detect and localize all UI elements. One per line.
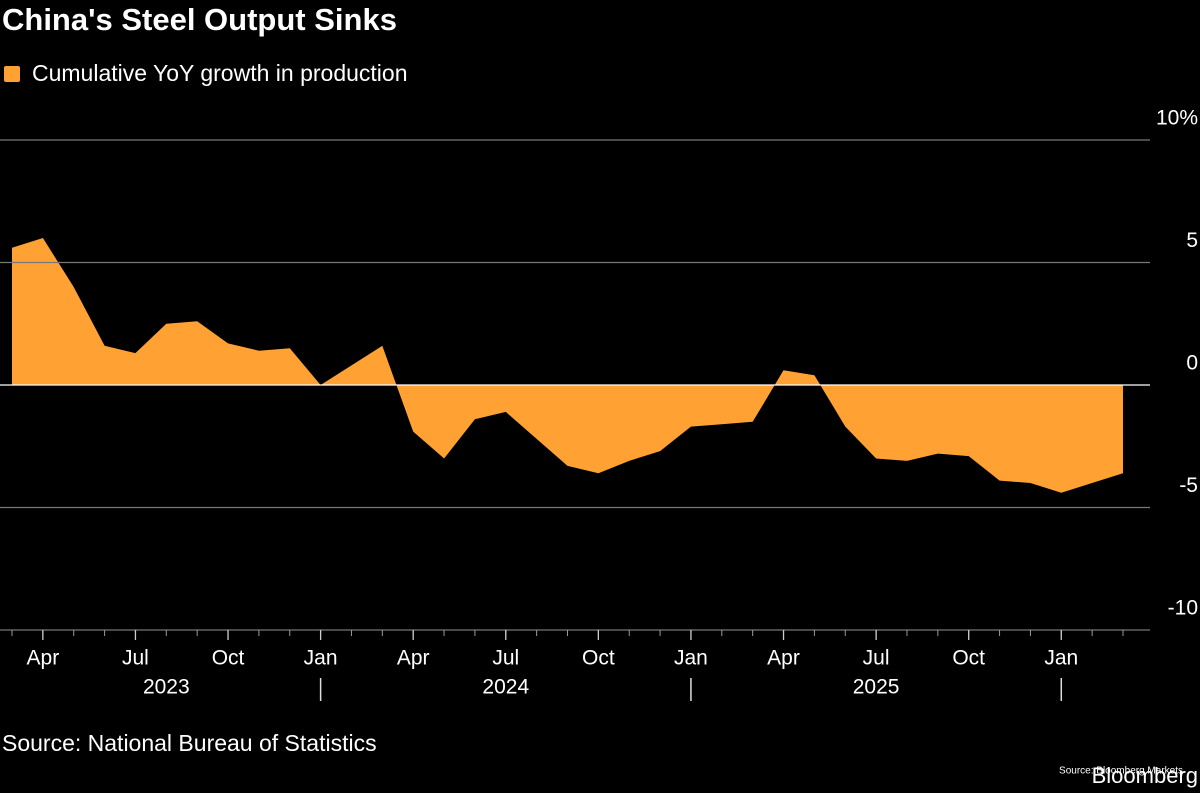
- x-tick-label: Jul: [863, 647, 890, 670]
- y-tick-label: 10%: [1156, 107, 1198, 130]
- x-tick-label: Jan: [1044, 647, 1078, 670]
- x-tick-label: Jan: [304, 647, 338, 670]
- x-tick-label: Oct: [212, 647, 245, 670]
- x-tick-label: Jul: [122, 647, 149, 670]
- x-tick-label: Jul: [492, 647, 519, 670]
- x-tick-label: Oct: [582, 647, 615, 670]
- x-tick-label: Apr: [397, 647, 430, 670]
- watermark: Bloomberg: [1092, 763, 1198, 788]
- y-tick-label: 0: [1186, 352, 1198, 375]
- y-tick-label: 5: [1186, 229, 1198, 252]
- x-tick-label: Apr: [27, 647, 60, 670]
- x-tick-label: Oct: [952, 647, 985, 670]
- x-tick-label: Apr: [767, 647, 800, 670]
- y-tick-label: -5: [1179, 474, 1198, 497]
- legend-swatch: [4, 66, 20, 82]
- source: Source: National Bureau of Statistics: [2, 730, 377, 756]
- year-label: 2023: [143, 676, 190, 699]
- year-label: 2025: [853, 676, 900, 699]
- area: [12, 238, 1123, 493]
- x-tick-label: Jan: [674, 647, 708, 670]
- chart-title: China's Steel Output Sinks: [2, 2, 397, 37]
- y-tick-label: -10: [1168, 597, 1198, 620]
- credit: Source: Bloomberg Markets: [1059, 766, 1183, 777]
- legend-label: Cumulative YoY growth in production: [32, 60, 407, 86]
- year-label: 2024: [482, 676, 529, 699]
